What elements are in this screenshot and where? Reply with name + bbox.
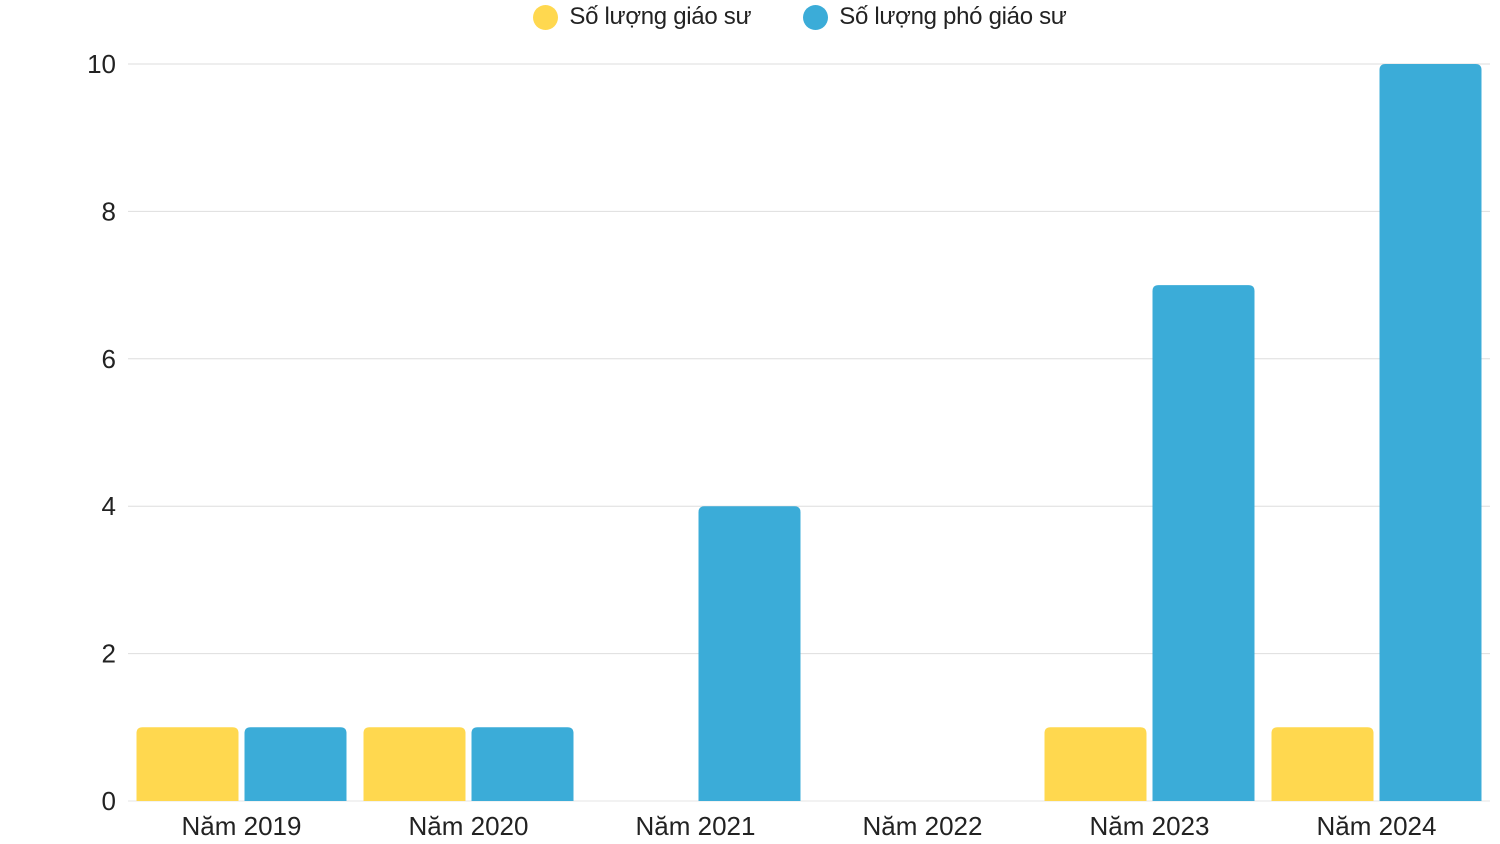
legend-swatch-professors	[533, 4, 559, 30]
x-category-label: Năm 2024	[1317, 811, 1437, 841]
legend-item-professors[interactable]: Số lượng giáo sư	[533, 3, 752, 31]
y-tick-label: 2	[102, 639, 116, 669]
bar-professors[interactable]	[1044, 727, 1147, 801]
legend-label-associate-professors: Số lượng phó giáo sư	[839, 3, 1067, 30]
chart-legend: Số lượng giáo sư Số lượng phó giáo sư	[0, 0, 1500, 34]
bar-associate-professors[interactable]	[244, 727, 347, 801]
x-axis-labels: Năm 2019 Năm 2020 Năm 2021 Năm 2022 Năm 2023…	[182, 811, 1437, 841]
legend-item-associate-professors[interactable]: Số lượng phó giáo sư	[803, 3, 1067, 31]
bar-associate-professors[interactable]	[698, 506, 801, 801]
y-tick-label: 0	[102, 786, 116, 816]
bar-professors[interactable]	[363, 727, 466, 801]
legend-swatch-associate-professors	[803, 4, 829, 30]
y-tick-label: 10	[87, 49, 116, 79]
legend-label-professors: Số lượng giáo sư	[569, 3, 752, 30]
x-category-label: Năm 2019	[182, 811, 302, 841]
y-tick-label: 6	[102, 344, 116, 374]
bar-professors[interactable]	[136, 727, 239, 801]
bar-associate-professors[interactable]	[471, 727, 574, 801]
x-category-label: Năm 2023	[1090, 811, 1210, 841]
grid-lines	[128, 63, 1490, 802]
y-axis-ticks: 0 2 4 6 8 10	[87, 49, 116, 816]
bars	[136, 64, 1482, 802]
x-category-label: Năm 2021	[636, 811, 756, 841]
y-tick-label: 8	[102, 196, 116, 226]
bar-associate-professors[interactable]	[1379, 64, 1482, 801]
bar-professors[interactable]	[1271, 727, 1374, 801]
y-tick-label: 4	[102, 491, 116, 521]
x-category-label: Năm 2020	[409, 811, 529, 841]
x-category-label: Năm 2022	[863, 811, 983, 841]
bar-associate-professors[interactable]	[1152, 285, 1255, 802]
